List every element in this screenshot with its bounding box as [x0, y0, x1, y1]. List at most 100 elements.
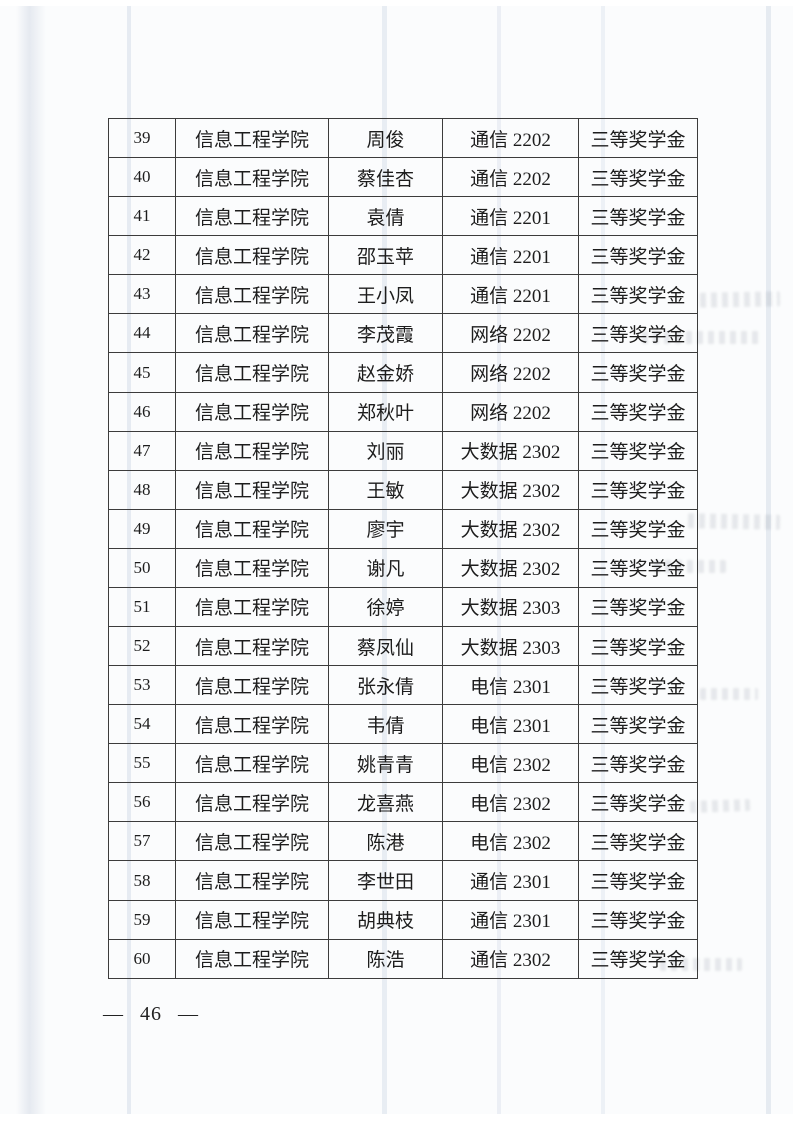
cell-award: 三等奖学金: [578, 313, 698, 354]
cell-award: 三等奖学金: [578, 665, 698, 706]
cell-class: 通信 2202: [442, 117, 579, 159]
cell-award: 三等奖学金: [578, 274, 698, 315]
cell-name: 赵金娇: [328, 352, 443, 393]
cell-class: 电信 2301: [442, 704, 579, 745]
cell-name: 蔡凤仙: [328, 626, 443, 667]
cell-no: 50: [108, 547, 176, 588]
scan-edge: [0, 1114, 793, 1122]
table-row: 48 信息工程学院 王敏 大数据 2302 三等奖学金: [108, 469, 698, 510]
cell-college: 信息工程学院: [175, 860, 329, 901]
cell-no: 41: [108, 196, 176, 237]
cell-no: 56: [108, 782, 176, 823]
cell-name: 李世田: [328, 860, 443, 901]
cell-award: 三等奖学金: [578, 938, 698, 980]
cell-class: 通信 2302: [442, 938, 579, 980]
cell-no: 40: [108, 157, 176, 198]
table-row: 44 信息工程学院 李茂霞 网络 2202 三等奖学金: [108, 313, 698, 354]
cell-class: 电信 2302: [442, 821, 579, 862]
table-row: 57 信息工程学院 陈港 电信 2302 三等奖学金: [108, 821, 698, 862]
cell-college: 信息工程学院: [175, 196, 329, 237]
table-row: 53 信息工程学院 张永倩 电信 2301 三等奖学金: [108, 665, 698, 706]
cell-name: 李茂霞: [328, 313, 443, 354]
cell-award: 三等奖学金: [578, 626, 698, 667]
cell-no: 53: [108, 665, 176, 706]
cell-name: 徐婷: [328, 586, 443, 628]
cell-award: 三等奖学金: [578, 235, 698, 276]
cell-college: 信息工程学院: [175, 469, 329, 510]
scan-artifact: [687, 513, 781, 530]
cell-award: 三等奖学金: [578, 469, 698, 510]
cell-name: 谢凡: [328, 547, 443, 588]
cell-award: 三等奖学金: [578, 743, 698, 784]
cell-college: 信息工程学院: [175, 352, 329, 393]
cell-college: 信息工程学院: [175, 743, 329, 784]
cell-name: 韦倩: [328, 704, 443, 745]
cell-class: 大数据 2302: [442, 508, 579, 549]
scan-artifact: [700, 688, 758, 700]
cell-name: 陈港: [328, 821, 443, 862]
table-row: 39 信息工程学院 周俊 通信 2202 三等奖学金: [108, 117, 698, 159]
cell-no: 48: [108, 469, 176, 510]
cell-college: 信息工程学院: [175, 157, 329, 198]
cell-name: 袁倩: [328, 196, 443, 237]
cell-class: 通信 2202: [442, 157, 579, 198]
cell-no: 52: [108, 626, 176, 667]
cell-class: 通信 2201: [442, 196, 579, 237]
cell-class: 通信 2201: [442, 274, 579, 315]
cell-no: 46: [108, 391, 176, 432]
cell-no: 47: [108, 430, 176, 471]
cell-name: 龙喜燕: [328, 782, 443, 823]
cell-class: 网络 2202: [442, 313, 579, 354]
table-row: 40 信息工程学院 蔡佳杏 通信 2202 三等奖学金: [108, 157, 698, 198]
cell-no: 49: [108, 508, 176, 549]
cell-name: 邵玉苹: [328, 235, 443, 276]
cell-name: 王小凤: [328, 274, 443, 315]
cell-class: 通信 2201: [442, 235, 579, 276]
cell-college: 信息工程学院: [175, 274, 329, 315]
cell-name: 王敏: [328, 469, 443, 510]
cell-college: 信息工程学院: [175, 117, 329, 159]
cell-no: 45: [108, 352, 176, 393]
cell-no: 44: [108, 313, 176, 354]
table-row: 54 信息工程学院 韦倩 电信 2301 三等奖学金: [108, 704, 698, 745]
cell-class: 网络 2202: [442, 391, 579, 432]
cell-class: 电信 2302: [442, 782, 579, 823]
cell-name: 蔡佳杏: [328, 157, 443, 198]
cell-class: 电信 2302: [442, 743, 579, 784]
cell-college: 信息工程学院: [175, 430, 329, 471]
table-row: 56 信息工程学院 龙喜燕 电信 2302 三等奖学金: [108, 782, 698, 823]
cell-class: 通信 2301: [442, 860, 579, 901]
table-row: 47 信息工程学院 刘丽 大数据 2302 三等奖学金: [108, 430, 698, 471]
page-number: — 46 —: [103, 1003, 199, 1025]
cell-class: 电信 2301: [442, 665, 579, 706]
table-row: 59 信息工程学院 胡典枝 通信 2301 三等奖学金: [108, 899, 698, 940]
cell-college: 信息工程学院: [175, 586, 329, 628]
scholarship-table: 39 信息工程学院 周俊 通信 2202 三等奖学金 40 信息工程学院 蔡佳杏 通信 2202…: [108, 117, 698, 980]
cell-award: 三等奖学金: [578, 782, 698, 823]
cell-award: 三等奖学金: [578, 196, 698, 237]
scanner-streak: [16, 0, 46, 1122]
cell-award: 三等奖学金: [578, 508, 698, 549]
cell-college: 信息工程学院: [175, 508, 329, 549]
table-row: 49 信息工程学院 廖宇 大数据 2302 三等奖学金: [108, 508, 698, 549]
table-row: 41 信息工程学院 袁倩 通信 2201 三等奖学金: [108, 196, 698, 237]
cell-name: 姚青青: [328, 743, 443, 784]
cell-award: 三等奖学金: [578, 704, 698, 745]
cell-award: 三等奖学金: [578, 821, 698, 862]
cell-no: 60: [108, 938, 176, 980]
cell-no: 55: [108, 743, 176, 784]
table-row: 60 信息工程学院 陈浩 通信 2302 三等奖学金: [108, 938, 698, 980]
cell-award: 三等奖学金: [578, 117, 698, 159]
cell-college: 信息工程学院: [175, 626, 329, 667]
cell-no: 59: [108, 899, 176, 940]
cell-name: 郑秋叶: [328, 391, 443, 432]
cell-name: 胡典枝: [328, 899, 443, 940]
table-row: 58 信息工程学院 李世田 通信 2301 三等奖学金: [108, 860, 698, 901]
cell-college: 信息工程学院: [175, 899, 329, 940]
cell-award: 三等奖学金: [578, 430, 698, 471]
cell-award: 三等奖学金: [578, 899, 698, 940]
cell-class: 大数据 2303: [442, 586, 579, 628]
table-row: 52 信息工程学院 蔡凤仙 大数据 2303 三等奖学金: [108, 626, 698, 667]
cell-class: 大数据 2303: [442, 626, 579, 667]
